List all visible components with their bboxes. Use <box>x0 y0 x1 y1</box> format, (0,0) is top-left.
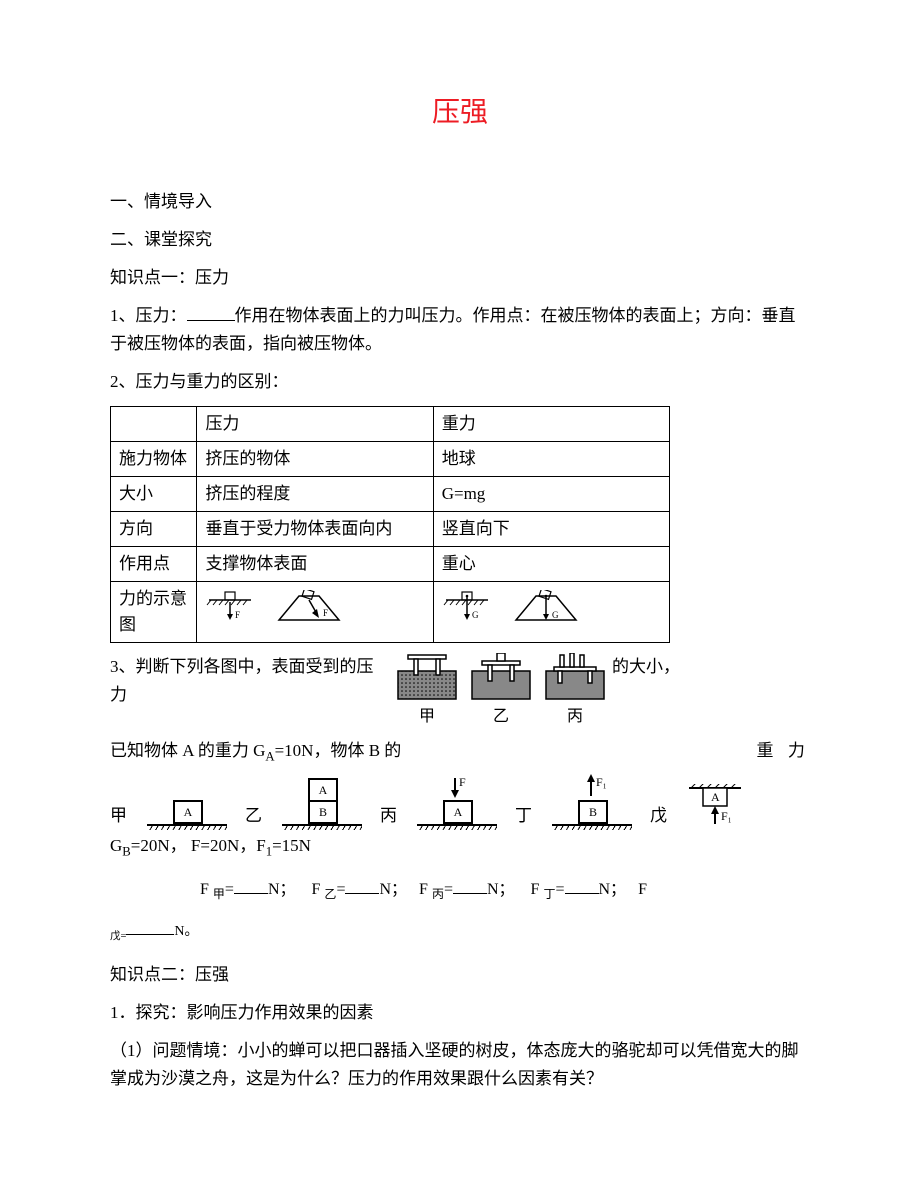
paragraph-difference: 2、压力与重力的区别： <box>110 368 810 396</box>
table-cell: 作用点 <box>111 547 197 582</box>
scene-ding-icon: B F₁ <box>552 780 632 826</box>
table-cell: 支撑物体表面 <box>197 547 433 582</box>
blank-fill[interactable] <box>565 893 599 894</box>
page-title: 压强 <box>110 90 810 130</box>
box-A: A <box>308 778 338 802</box>
q3-text-2: 已知物体 A 的重力 GA=10N，物体 B 的 <box>110 741 401 760</box>
svg-text:F: F <box>323 608 328 618</box>
table-cell: 挤压的程度 <box>197 477 433 512</box>
table-cell: 竖直向下 <box>433 512 669 547</box>
table-cell: 挤压的物体 <box>197 442 433 477</box>
table-cell-diagram-force: F F <box>197 582 433 643</box>
section-heading-1: 一、情境导入 <box>110 188 810 216</box>
box-A: A <box>173 800 203 824</box>
box-B: B <box>308 800 338 824</box>
table-header-pressure: 压力 <box>197 407 433 442</box>
knowledge-point-1: 知识点一：压力 <box>110 264 810 292</box>
scene-label-jia: 甲 <box>110 801 127 826</box>
section-heading-2: 二、课堂探究 <box>110 226 810 254</box>
blank-fill[interactable] <box>234 893 268 894</box>
answer-blanks-line2: 戊=N。 <box>110 918 810 951</box>
tank-jia-icon <box>396 653 458 701</box>
blank-fill[interactable] <box>187 320 235 321</box>
table-cell: G=mg <box>433 477 669 512</box>
scene-bing-icon: A F <box>417 780 497 826</box>
tank-bing-icon <box>544 653 606 701</box>
tank-yi-icon <box>470 653 532 701</box>
q3-text-2a: 的大小， <box>612 657 680 676</box>
svg-text:G: G <box>552 610 559 620</box>
table-cell-diagram-gravity: G G <box>433 582 669 643</box>
fig-label-jia: 甲 <box>419 703 435 731</box>
given-values: GB=20N， F=20N，F1=15N <box>110 832 810 865</box>
scene-label-ding: 丁 <box>515 801 532 826</box>
page: 压强 一、情境导入 二、课堂探究 知识点一：压力 1、压力：作用在物体表面上的力… <box>0 0 920 1143</box>
svg-text:A: A <box>711 790 720 804</box>
table-cell: 地球 <box>433 442 669 477</box>
box-B: B <box>578 800 608 824</box>
arrow-down-icon: F <box>449 776 469 800</box>
gravity-diagram-icon: G G <box>442 590 592 626</box>
p1-prefix: 1、压力： <box>110 306 187 325</box>
table-cell: 重心 <box>433 547 669 582</box>
svg-text:G: G <box>472 610 479 620</box>
scene-wu-icon: A F₁ <box>687 784 743 826</box>
table-header-gravity: 重力 <box>433 407 669 442</box>
table-cell: 施力物体 <box>111 442 197 477</box>
fig-label-yi: 乙 <box>493 703 509 731</box>
blank-fill[interactable] <box>453 893 487 894</box>
q3-text-3: 重 力 <box>756 741 810 760</box>
q3-text-1: 3、判断下列各图中，表面受到的压力 <box>110 657 374 704</box>
p1-body: 作用在物体表面上的力叫压力。作用点：在被压物体的表面上；方向：垂直于被压物体的表… <box>110 306 796 353</box>
arrow-up-icon: F₁ <box>586 774 610 800</box>
question-3: 3、判断下列各图中，表面受到的压力 甲 <box>110 653 810 770</box>
svg-text:F: F <box>235 610 240 620</box>
scene-label-yi: 乙 <box>245 801 262 826</box>
table-cell: 垂直于受力物体表面向内 <box>197 512 433 547</box>
box-A: A <box>443 800 473 824</box>
table-cell: 大小 <box>111 477 197 512</box>
table-cell: 方向 <box>111 512 197 547</box>
svg-text:F: F <box>459 776 466 789</box>
comparison-table: 压力 重力 施力物体 挤压的物体 地球 大小 挤压的程度 G=mg 方向 垂直于… <box>110 406 670 643</box>
scene-row: 甲 A 乙 B A 丙 A F 丁 B F₁ 戊 <box>110 780 810 826</box>
kp2-p1: 1．探究：影响压力作用效果的因素 <box>110 999 810 1027</box>
paragraph-pressure-def: 1、压力：作用在物体表面上的力叫压力。作用点：在被压物体的表面上；方向：垂直于被… <box>110 302 810 358</box>
answer-blanks-line1: F 甲=N； F 乙=N； F 丙=N； F 丁=N； F <box>110 876 810 908</box>
tank-figures: 甲 乙 <box>396 653 606 731</box>
force-diagram-icon: F F <box>205 590 355 626</box>
fig-label-bing: 丙 <box>567 703 583 731</box>
scene-label-wu: 戊 <box>650 801 667 826</box>
table-cell: 力的示意图 <box>111 582 197 643</box>
knowledge-point-2: 知识点二：压强 <box>110 961 810 989</box>
blank-fill[interactable] <box>126 934 174 935</box>
scene-jia-icon: A <box>147 824 227 826</box>
svg-text:F₁: F₁ <box>596 775 607 789</box>
svg-text:F₁: F₁ <box>721 809 732 823</box>
blank-fill[interactable] <box>345 893 379 894</box>
kp2-p2: （1）问题情境：小小的蝉可以把口器插入坚硬的树皮，体态庞大的骆驼却可以凭借宽大的… <box>110 1037 810 1093</box>
scene-yi-icon: B A <box>282 780 362 826</box>
table-header-blank <box>111 407 197 442</box>
scene-label-bing: 丙 <box>380 801 397 826</box>
